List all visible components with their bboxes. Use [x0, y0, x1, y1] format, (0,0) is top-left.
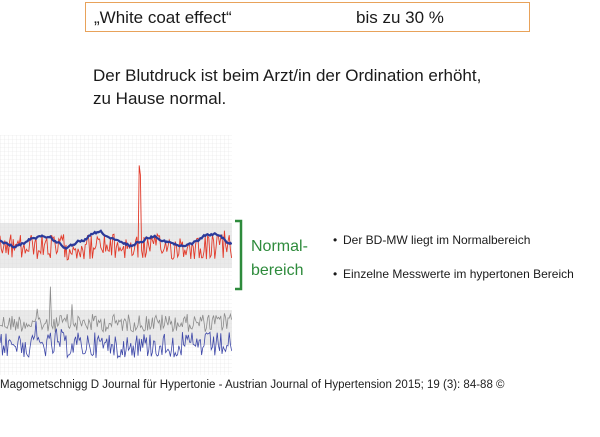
- title-box: „White coat effect“ bis zu 30 %: [85, 2, 530, 32]
- diastolic-blue-trace: [0, 321, 232, 359]
- description-line-2: zu Hause normal.: [93, 89, 227, 108]
- description: Der Blutdruck ist beim Arzt/in der Ordin…: [93, 64, 553, 110]
- systolic-red-trace: [0, 165, 232, 261]
- diastolic-grey-trace: [0, 286, 232, 333]
- title-value: bis zu 30 %: [356, 8, 444, 27]
- bullet-item: • Einzelne Messwerte im hypertonen Bereic…: [333, 267, 574, 281]
- citation: Magometschnigg D Journal für Hypertonie …: [0, 379, 505, 391]
- description-line-1: Der Blutdruck ist beim Arzt/in der Ordin…: [93, 66, 482, 85]
- bullet-dot-icon: •: [333, 233, 338, 247]
- bullet-text: Der BD-MW liegt im Normalbereich: [343, 233, 531, 247]
- systolic-mean-trace: [0, 229, 232, 250]
- slide-title: „White coat effect“: [94, 8, 232, 27]
- bullet-item: • Der BD-MW liegt im Normalbereich: [333, 233, 530, 247]
- normal-band: [0, 223, 232, 268]
- bullet-dot-icon: •: [333, 267, 338, 281]
- normal-range-label-line-1: Normal-: [251, 238, 308, 255]
- bullet-text: Einzelne Messwerte im hypertonen Bereich: [343, 267, 574, 281]
- normal-range-label-line-2: bereich: [251, 262, 304, 279]
- bp-chart: [0, 135, 232, 375]
- normal-range-label: Normal- bereich: [251, 235, 308, 283]
- normal-bracket: [235, 219, 243, 291]
